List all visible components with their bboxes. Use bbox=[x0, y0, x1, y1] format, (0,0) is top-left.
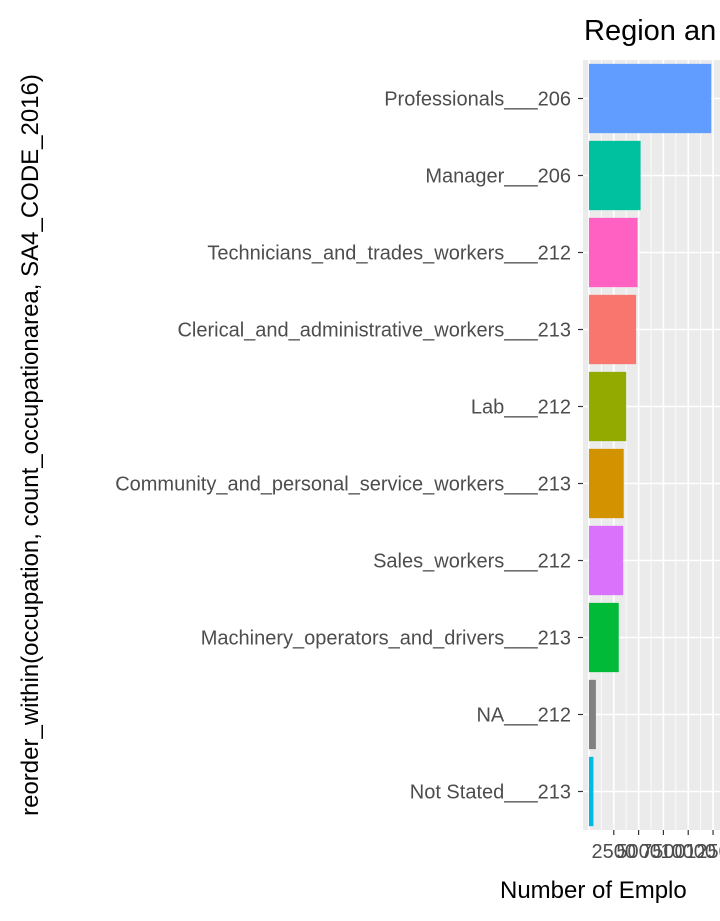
bar-2 bbox=[588, 217, 638, 288]
x-axis-title: Number of Emplo bbox=[500, 877, 687, 904]
bars bbox=[588, 63, 712, 827]
x-tick-label-2: 7500 bbox=[641, 841, 686, 863]
bar-5 bbox=[588, 448, 624, 519]
x-tick-label-4: 12500 bbox=[685, 841, 720, 863]
y-tick-label-0: Professionals___206 bbox=[384, 89, 571, 111]
x-axis: 2500500075001000012500 bbox=[592, 830, 720, 863]
x-tick-label-3: 10000 bbox=[660, 841, 716, 863]
bar-7 bbox=[588, 602, 619, 673]
y-tick-label-3: Clerical_and_administrative_workers___21… bbox=[177, 320, 571, 342]
y-tick-label-7: Machinery_operators_and_drivers___213 bbox=[201, 628, 571, 650]
bar-3 bbox=[588, 294, 637, 365]
chart-title: Region an bbox=[584, 15, 716, 47]
x-tick-label-0: 2500 bbox=[592, 841, 637, 863]
y-tick-label-2: Technicians_and_trades_workers___212 bbox=[207, 243, 571, 265]
bar-9 bbox=[588, 756, 594, 827]
y-tick-label-9: Not Stated___213 bbox=[410, 782, 571, 804]
y-tick-label-5: Community_and_personal_service_workers__… bbox=[115, 474, 571, 496]
bar-6 bbox=[588, 525, 624, 596]
y-axis-title: reorder_within(occupation, count_occupat… bbox=[17, 74, 44, 816]
x-tick-label-1: 5000 bbox=[616, 841, 661, 863]
bar-0 bbox=[588, 63, 712, 134]
y-tick-label-1: Manager___206 bbox=[425, 166, 571, 188]
y-tick-labels: Professionals___206 Manager___206 Technici… bbox=[115, 89, 583, 804]
bar-1 bbox=[588, 140, 641, 211]
y-tick-label-6: Sales_workers___212 bbox=[373, 551, 571, 573]
bar-8 bbox=[588, 679, 596, 750]
bar-4 bbox=[588, 371, 627, 442]
y-tick-label-4: Lab___212 bbox=[471, 397, 571, 419]
y-tick-label-8: NA___212 bbox=[476, 705, 571, 727]
